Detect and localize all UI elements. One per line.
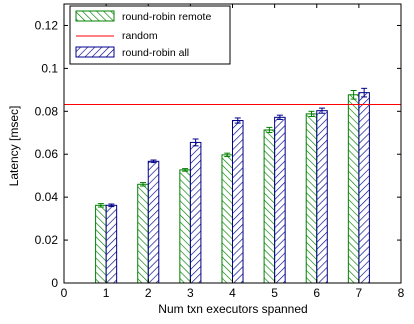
errorbar-round-robin-remote-1 — [97, 203, 104, 208]
errorbar-round-robin-all-6 — [319, 107, 326, 114]
y-tick-label-0.08: 0.08 — [35, 104, 59, 118]
bar-round-robin-all-4 — [232, 120, 244, 284]
bar-round-robin-all-3 — [189, 141, 202, 284]
x-tick-label-0: 0 — [61, 286, 68, 300]
bar-round-robin-all-2 — [147, 160, 160, 284]
legend-swatch-round-robin-remote — [75, 10, 115, 22]
bar-round-robin-remote-7 — [347, 94, 360, 284]
bar-round-robin-remote-5 — [263, 129, 276, 284]
errorbar-round-robin-all-1 — [108, 203, 115, 208]
legend-label-random: random — [122, 30, 158, 42]
x-tick-label-4: 4 — [229, 286, 236, 300]
legend-swatch-round-robin-all — [75, 46, 115, 58]
x-tick-label-6: 6 — [313, 286, 320, 300]
x-tick-label-1: 1 — [103, 286, 110, 300]
x-tick-label-2: 2 — [145, 286, 152, 300]
y-tick-label-0: 0 — [51, 276, 58, 290]
y-tick-label-0.12: 0.12 — [35, 18, 59, 32]
y-tick-label-0.04: 0.04 — [35, 190, 59, 204]
bar-round-robin-remote-6 — [305, 113, 318, 284]
errorbar-round-robin-all-4 — [234, 117, 241, 124]
errorbar-round-robin-all-3 — [192, 138, 199, 147]
x-tick-label-7: 7 — [356, 286, 363, 300]
legend-label-round-robin-all: round-robin all — [122, 47, 189, 59]
bar-round-robin-all-1 — [105, 204, 118, 284]
x-axis-label: Num txn executors spanned — [158, 302, 307, 316]
x-tick-label-5: 5 — [271, 286, 278, 300]
errorbar-round-robin-remote-6 — [308, 110, 315, 117]
errorbar-round-robin-remote-5 — [266, 126, 273, 134]
legend-label-round-robin-remote: round-robin remote — [122, 11, 211, 23]
errorbar-round-robin-remote-2 — [139, 182, 146, 187]
bar-round-robin-remote-1 — [95, 204, 107, 284]
errorbar-round-robin-remote-3 — [182, 168, 189, 172]
errorbar-round-robin-all-5 — [276, 114, 283, 120]
y-tick-label-0.02: 0.02 — [35, 233, 59, 247]
errorbar-round-robin-remote-4 — [224, 152, 231, 158]
legend: round-robin remote random round-robin al… — [69, 5, 231, 65]
ticks-layer: 0 1 2 3 4 5 6 7 8 0 0.02 0.04 0.06 0.08 0.1 0.12 — [35, 4, 405, 300]
errorbar-round-robin-all-7 — [361, 87, 368, 98]
bars-layer — [95, 92, 370, 284]
x-tick-label-3: 3 — [187, 286, 194, 300]
errorbar-round-robin-remote-7 — [350, 89, 357, 100]
bar-round-robin-all-7 — [358, 92, 370, 284]
y-tick-label-0.1: 0.1 — [41, 61, 58, 75]
bar-round-robin-remote-3 — [179, 169, 191, 284]
bar-round-robin-all-6 — [316, 110, 328, 284]
errorbar-round-robin-all-2 — [150, 159, 157, 164]
y-axis-label: Latency [msec] — [7, 106, 21, 187]
y-tick-label-0.06: 0.06 — [35, 147, 59, 161]
bar-round-robin-all-5 — [274, 116, 286, 284]
bar-round-robin-remote-2 — [137, 183, 149, 284]
x-tick-label-8: 8 — [398, 286, 405, 300]
bar-round-robin-remote-4 — [221, 154, 233, 284]
error-bars-layer — [97, 87, 368, 208]
